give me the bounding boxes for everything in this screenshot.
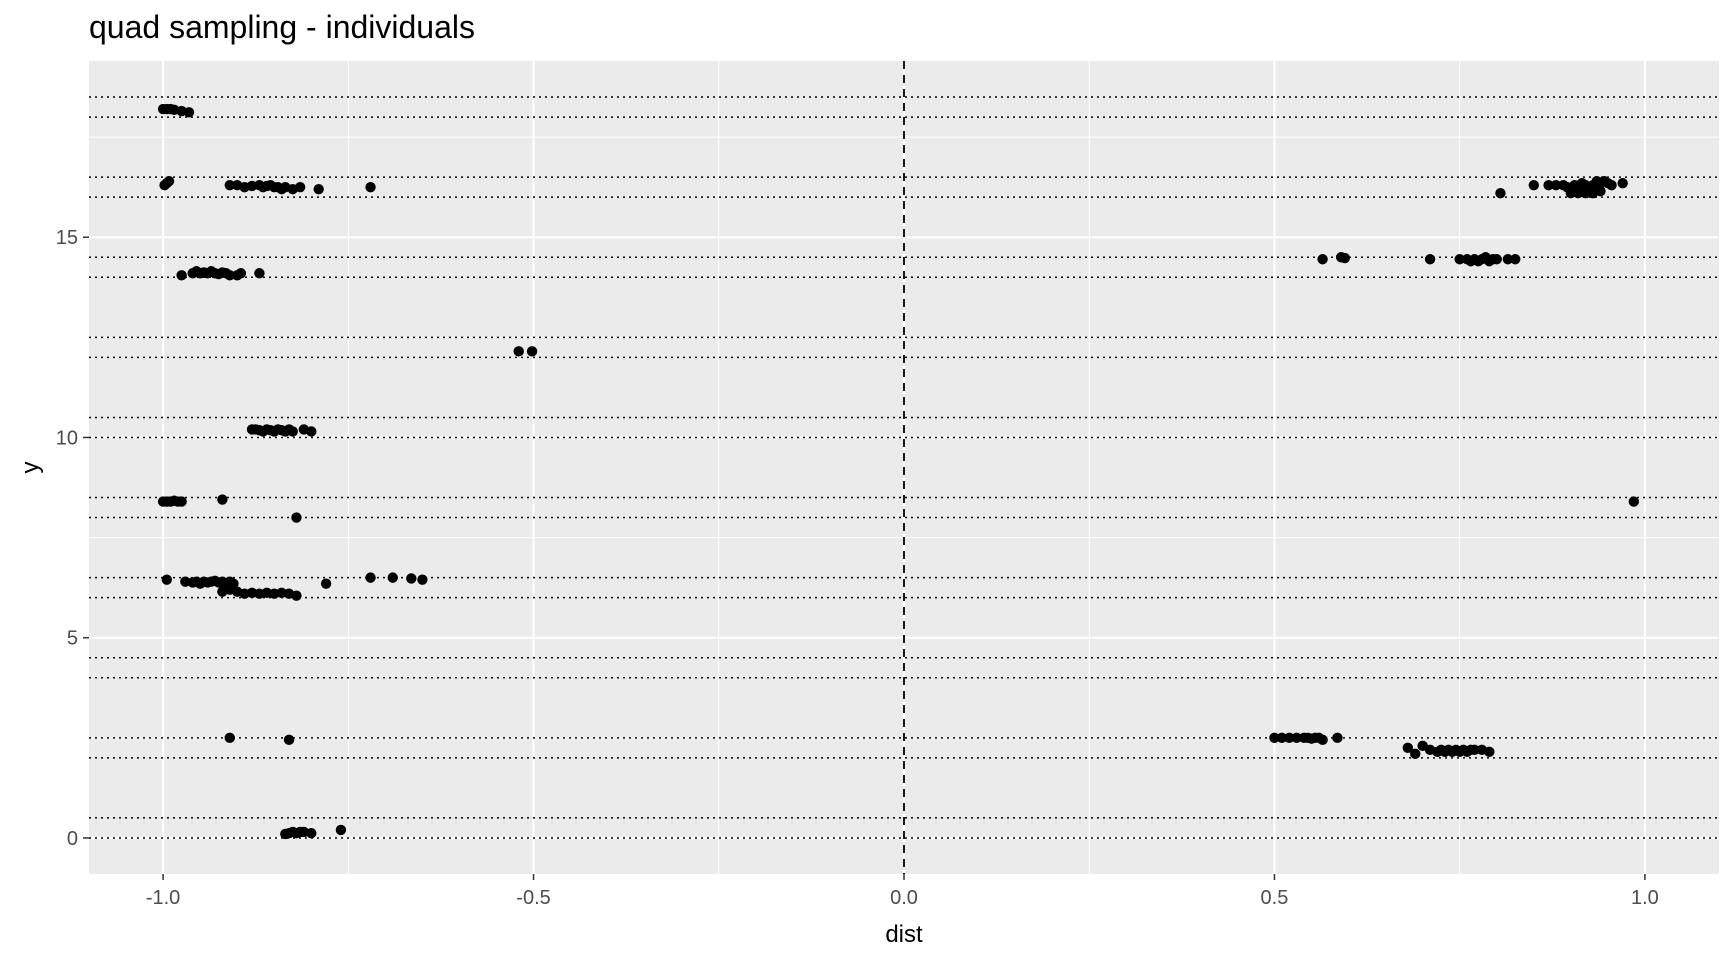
y-tick-label: 0 bbox=[67, 828, 78, 850]
data-point bbox=[294, 181, 306, 193]
data-point bbox=[163, 175, 175, 187]
data-points bbox=[157, 103, 1639, 840]
data-point bbox=[291, 590, 302, 601]
x-tick-label: -0.5 bbox=[516, 887, 550, 909]
data-point bbox=[1454, 254, 1465, 265]
data-point bbox=[224, 270, 235, 281]
data-point bbox=[365, 572, 376, 583]
data-point bbox=[387, 572, 398, 583]
data-point bbox=[283, 734, 295, 746]
data-point bbox=[1269, 732, 1280, 744]
data-point bbox=[1580, 187, 1591, 199]
data-point bbox=[1491, 254, 1502, 265]
data-point bbox=[176, 270, 187, 281]
data-point bbox=[235, 268, 247, 279]
data-point bbox=[1573, 187, 1584, 199]
data-point bbox=[1510, 254, 1521, 265]
x-tick-label: -1.0 bbox=[146, 887, 180, 909]
data-point bbox=[217, 494, 228, 505]
chart-title: quad sampling - individuals bbox=[89, 9, 475, 45]
y-axis-title: y bbox=[17, 462, 44, 474]
y-tick-label: 5 bbox=[67, 628, 78, 650]
x-axis: -1.0 -0.5 0.0 0.5 1.0 bbox=[146, 874, 1659, 909]
data-point bbox=[291, 512, 302, 523]
data-point bbox=[417, 574, 428, 585]
x-tick-label: 1.0 bbox=[1631, 887, 1659, 909]
data-point bbox=[1317, 734, 1328, 746]
reference-lines bbox=[89, 61, 1719, 874]
x-axis-title: dist bbox=[885, 921, 923, 948]
data-point bbox=[1528, 179, 1539, 191]
x-tick-label: 0.0 bbox=[890, 887, 918, 909]
y-axis: 0 5 10 15 bbox=[56, 227, 89, 850]
data-point bbox=[1469, 744, 1480, 756]
data-point bbox=[365, 181, 376, 193]
data-point bbox=[1276, 732, 1288, 744]
data-point bbox=[224, 732, 235, 744]
data-point bbox=[1339, 252, 1351, 264]
data-point bbox=[1284, 732, 1295, 744]
y-tick-label: 15 bbox=[56, 227, 78, 249]
data-point bbox=[1550, 179, 1562, 191]
data-point bbox=[513, 346, 524, 357]
data-point bbox=[183, 107, 195, 118]
data-point bbox=[1595, 185, 1606, 197]
data-point bbox=[526, 346, 538, 357]
data-point bbox=[306, 827, 317, 839]
data-point bbox=[335, 824, 347, 836]
data-point bbox=[176, 496, 187, 507]
data-point bbox=[320, 578, 332, 589]
data-point bbox=[1484, 746, 1495, 758]
data-point bbox=[313, 183, 324, 195]
data-point bbox=[1424, 254, 1436, 265]
data-point bbox=[1606, 179, 1617, 191]
data-point bbox=[1628, 496, 1639, 507]
data-point bbox=[1502, 254, 1514, 265]
data-point bbox=[224, 179, 235, 191]
data-point bbox=[1317, 254, 1328, 265]
y-tick-label: 10 bbox=[56, 427, 78, 449]
data-point bbox=[1565, 187, 1577, 199]
data-point bbox=[254, 268, 265, 279]
data-point bbox=[1332, 732, 1343, 744]
data-point bbox=[161, 574, 172, 585]
data-point bbox=[1291, 732, 1302, 744]
data-point bbox=[1543, 179, 1554, 191]
x-tick-label: 0.5 bbox=[1261, 887, 1289, 909]
data-point bbox=[287, 426, 298, 437]
data-point bbox=[1495, 187, 1506, 199]
data-point bbox=[306, 426, 317, 437]
data-point bbox=[406, 573, 417, 584]
data-point bbox=[1410, 748, 1421, 760]
data-point bbox=[1617, 177, 1628, 189]
data-point bbox=[1402, 742, 1414, 754]
